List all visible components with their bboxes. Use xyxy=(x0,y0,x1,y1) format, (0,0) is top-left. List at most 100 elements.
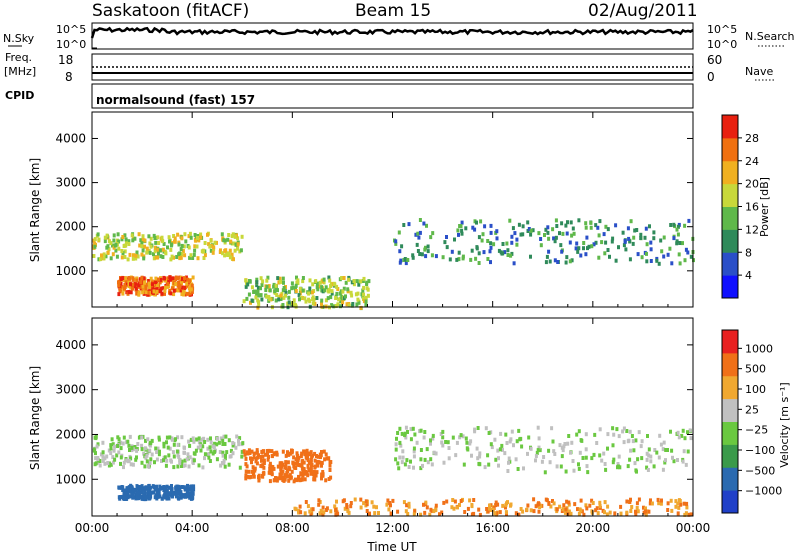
echo-cell xyxy=(584,455,588,460)
echo-cell xyxy=(188,495,192,500)
echo-cell xyxy=(155,283,159,288)
echo-cell xyxy=(324,452,328,457)
echo-cell xyxy=(577,462,580,467)
echo-cell xyxy=(386,498,390,503)
echo-cell xyxy=(626,226,630,231)
echo-cell xyxy=(180,285,184,290)
echo-cell xyxy=(267,448,271,453)
echo-cell xyxy=(537,231,541,236)
echo-cell xyxy=(307,297,311,302)
echo-cell xyxy=(94,456,98,461)
echo-cell xyxy=(159,254,163,259)
echo-cell xyxy=(404,435,408,440)
echo-cell xyxy=(122,465,125,470)
echo-cell xyxy=(168,239,171,244)
x-tick-label: 08:00 xyxy=(275,521,310,535)
echo-cell xyxy=(164,285,167,290)
echo-cell xyxy=(190,490,194,494)
echo-cell xyxy=(628,257,632,262)
echo-cell xyxy=(644,506,647,511)
echo-cell xyxy=(185,281,189,286)
echo-cell xyxy=(483,465,487,470)
echo-cell xyxy=(170,254,174,259)
echo-cell xyxy=(112,245,116,250)
echo-cell xyxy=(222,434,226,439)
echo-cell xyxy=(298,297,301,302)
echo-cell xyxy=(335,291,339,296)
echo-cell xyxy=(143,238,147,243)
echo-cell xyxy=(447,446,451,450)
echo-cell xyxy=(434,503,438,508)
echo-cell xyxy=(288,467,292,472)
echo-cell xyxy=(526,503,530,508)
echo-cell xyxy=(200,437,204,442)
echo-cell xyxy=(176,443,180,447)
echo-cell xyxy=(571,226,575,231)
echo-cell xyxy=(419,457,423,462)
echo-cell xyxy=(121,488,125,492)
echo-cell xyxy=(121,251,125,256)
echo-cell xyxy=(459,499,463,503)
echo-cell xyxy=(154,276,158,281)
echo-cell xyxy=(148,250,152,255)
echo-cell xyxy=(119,485,123,490)
echo-cell xyxy=(193,244,197,249)
echo-cell xyxy=(629,448,633,453)
echo-cell xyxy=(649,247,653,252)
echo-cell xyxy=(431,433,435,438)
echo-cell xyxy=(105,233,109,238)
echo-cell xyxy=(155,289,159,294)
echo-cell xyxy=(186,283,190,288)
echo-cell xyxy=(281,276,285,281)
echo-cell xyxy=(419,512,423,517)
echo-cell xyxy=(399,443,403,448)
echo-cell xyxy=(558,231,561,236)
echo-cell xyxy=(134,457,138,462)
echo-cell xyxy=(107,463,111,468)
echo-cell xyxy=(101,458,105,463)
echo-cell xyxy=(316,454,320,459)
echo-cell xyxy=(613,511,617,516)
echo-cell xyxy=(645,251,648,256)
echo-cell xyxy=(199,232,203,237)
echo-cell xyxy=(260,283,264,287)
echo-cell xyxy=(655,450,659,455)
echo-cell xyxy=(681,459,685,464)
echo-cell xyxy=(496,448,500,453)
echo-cell xyxy=(138,243,142,248)
echo-cell xyxy=(244,456,248,461)
echo-cell xyxy=(504,505,507,510)
echo-cell xyxy=(266,451,270,456)
echo-cell xyxy=(184,239,188,244)
echo-cell xyxy=(308,286,312,291)
echo-cell xyxy=(109,256,113,261)
echo-cell xyxy=(309,512,313,517)
echo-cell xyxy=(180,459,184,464)
echo-cell xyxy=(506,253,510,257)
echo-cell xyxy=(272,478,276,483)
echo-cell xyxy=(175,449,179,454)
echo-cell xyxy=(154,282,158,287)
colorbar-swatch xyxy=(722,490,738,514)
echo-cell xyxy=(305,448,309,453)
echo-cell xyxy=(160,235,164,240)
echo-cell xyxy=(537,436,541,441)
echo-cell xyxy=(655,258,659,263)
echo-cell xyxy=(150,279,154,284)
echo-cell xyxy=(255,277,259,282)
echo-cell xyxy=(129,290,133,295)
colorbar-tick-label: 100 xyxy=(745,383,766,396)
echo-cell xyxy=(186,452,190,457)
echo-cell xyxy=(657,455,661,460)
echo-cell xyxy=(311,295,315,300)
echo-cell xyxy=(178,461,182,466)
echo-cell xyxy=(652,464,656,469)
echo-cell xyxy=(506,469,510,473)
date-title: 02/Aug/2011 xyxy=(588,1,698,21)
echo-cell xyxy=(637,430,641,435)
echo-cell xyxy=(229,448,233,453)
echo-cell xyxy=(270,467,274,472)
echo-cell xyxy=(174,488,178,493)
echo-cell xyxy=(647,447,651,452)
